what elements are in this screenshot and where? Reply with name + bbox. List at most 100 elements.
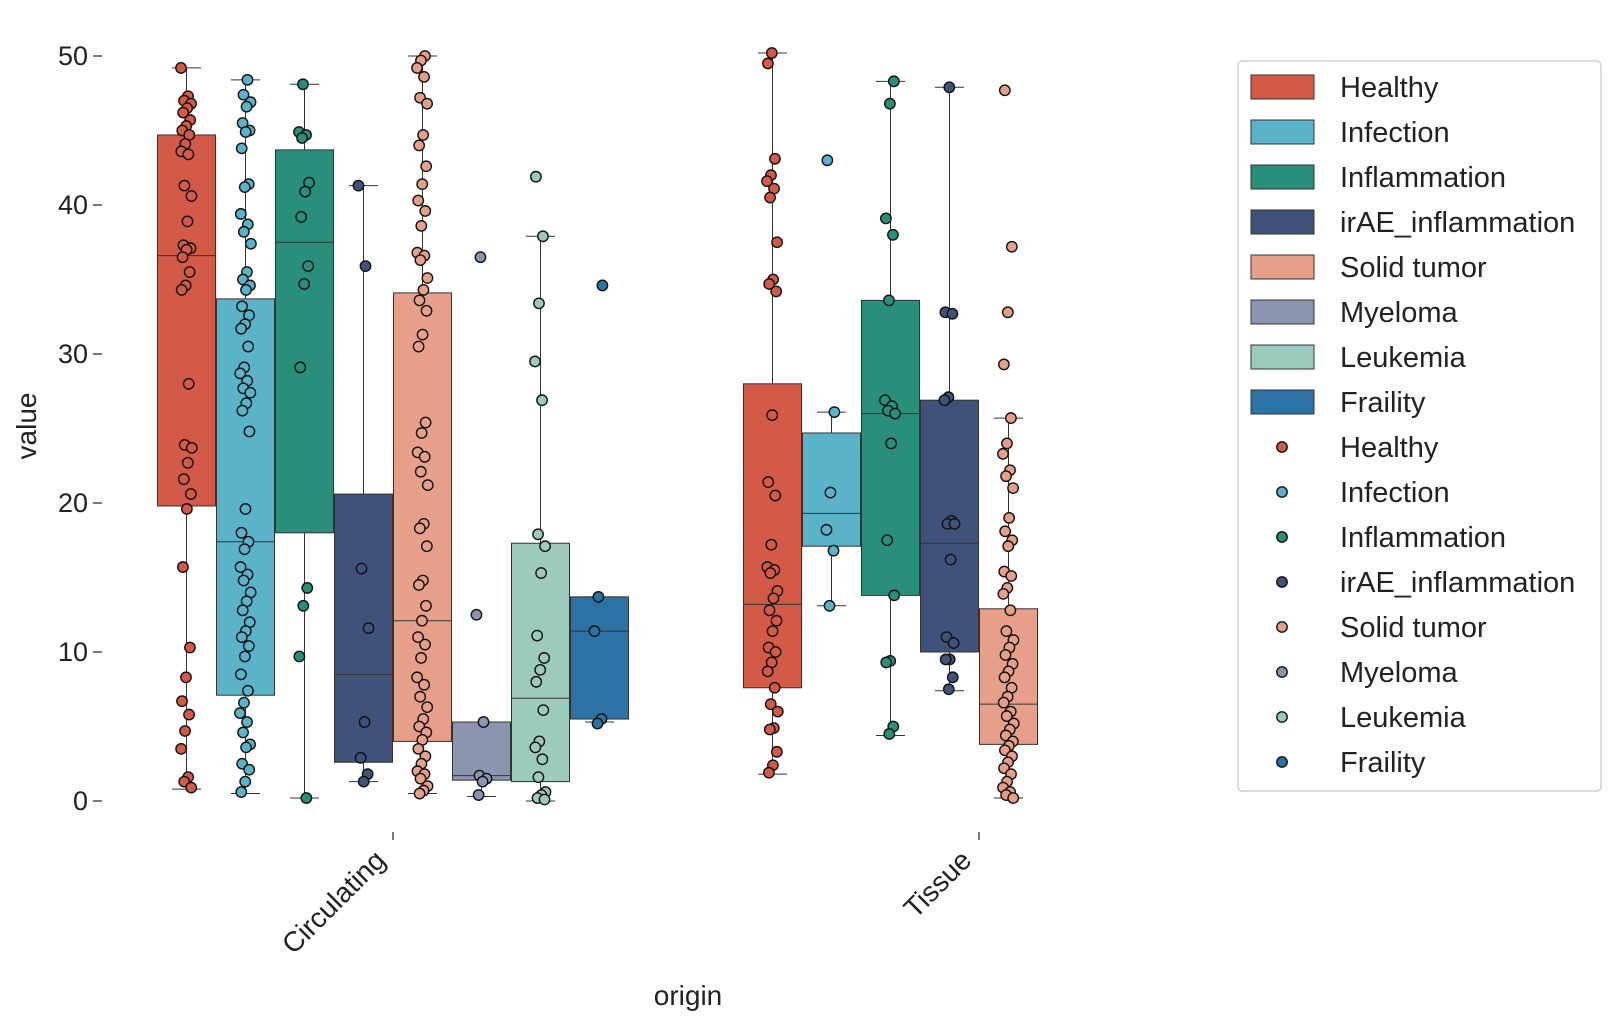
data-point [828,406,841,419]
legend-label: Myeloma [1340,657,1459,689]
data-point [419,638,431,651]
legend-label: Solid tumor [1340,252,1487,284]
data-point [185,190,198,202]
data-point [529,741,542,754]
legend-swatch [1250,209,1315,235]
data-point [420,160,433,173]
legend-frame [1237,60,1602,792]
data-point [352,179,365,192]
data-point [769,489,782,502]
legend-label: Infection [1340,117,1450,149]
legend-item-box-irae-inflammation: irAE_inflammation [1250,207,1575,239]
data-point [418,70,430,83]
data-point [298,278,311,290]
data-point [413,787,426,800]
data-point [236,404,249,417]
points-tissue-inflammation [879,75,901,740]
data-point [178,179,191,192]
data-point [420,599,432,612]
data-point [238,696,250,709]
data-point [999,649,1012,661]
data-point [238,181,251,194]
data-point [531,629,544,642]
data-point [1002,540,1015,553]
legend-marker [1276,621,1288,633]
data-point [591,717,604,730]
data-point [999,525,1012,538]
data-point [415,219,428,232]
legend-item-box-fraility: Fraility [1250,387,1426,419]
data-point [302,260,315,272]
data-point [770,614,783,627]
points-circulating-leukemia [529,170,552,806]
data-point [181,215,194,228]
legend-item-point-healthy: Healthy [1276,432,1439,464]
legend-label: Healthy [1340,72,1439,104]
legend-label: Inflammation [1340,162,1506,194]
data-point [946,671,959,684]
data-point [417,284,430,296]
x-tick-label-tissue: Tissue [898,844,978,924]
data-point [415,652,427,664]
data-point [537,230,549,243]
data-point [764,698,777,711]
data-point [1001,306,1014,319]
y-tick-label: 30 [58,339,88,369]
data-point [234,707,246,719]
data-point [820,523,833,536]
box-tissue-infection [802,411,861,607]
legend-marker [1276,531,1288,543]
data-point [357,775,370,788]
data-point [416,614,428,627]
data-point [297,78,309,91]
legend-item-box-infection: Infection [1250,117,1450,149]
box-iqr [275,149,334,534]
legend-swatch [1250,344,1315,370]
data-point [417,129,430,141]
legend-item-point-irae-inflammation: irAE_inflammation [1276,567,1575,599]
data-point [236,300,248,313]
data-point [238,543,251,556]
legend-item-point-leukemia: Leukemia [1276,702,1467,734]
legend-swatch [1250,299,1315,325]
points-layer [175,47,1020,806]
data-point [416,328,429,341]
data-point [418,678,431,691]
legend-marker [1276,711,1288,723]
data-point [766,625,779,638]
y-tick-label: 10 [58,637,88,667]
data-point [1003,512,1016,524]
data-point [412,631,424,643]
data-point [536,753,549,766]
data-point [235,322,248,335]
legend-item-point-myeloma: Myeloma [1276,657,1459,689]
data-point [943,81,956,94]
data-point [763,766,775,779]
data-point [413,294,426,307]
data-point [419,205,432,217]
data-point [183,708,195,721]
box-circulating-fraility [570,596,629,723]
points-circulating-inflammation [293,78,315,804]
data-point [765,47,778,59]
data-point [534,663,547,676]
data-point [240,741,253,754]
data-point [418,450,431,463]
data-point [301,582,314,594]
data-point [997,447,1009,460]
y-axis: 0 10 20 30 40 50 [58,41,102,816]
data-point [766,409,779,421]
data-point [241,716,253,728]
data-point [1005,240,1018,253]
data-point [763,604,776,617]
data-point [242,340,255,353]
points-tissue-healthy [761,47,784,779]
data-point [175,742,188,755]
data-point [1004,604,1017,617]
y-axis-title: value [11,393,42,460]
data-point [768,681,781,694]
data-point [883,97,896,110]
data-point [416,178,429,191]
data-point [237,88,250,101]
